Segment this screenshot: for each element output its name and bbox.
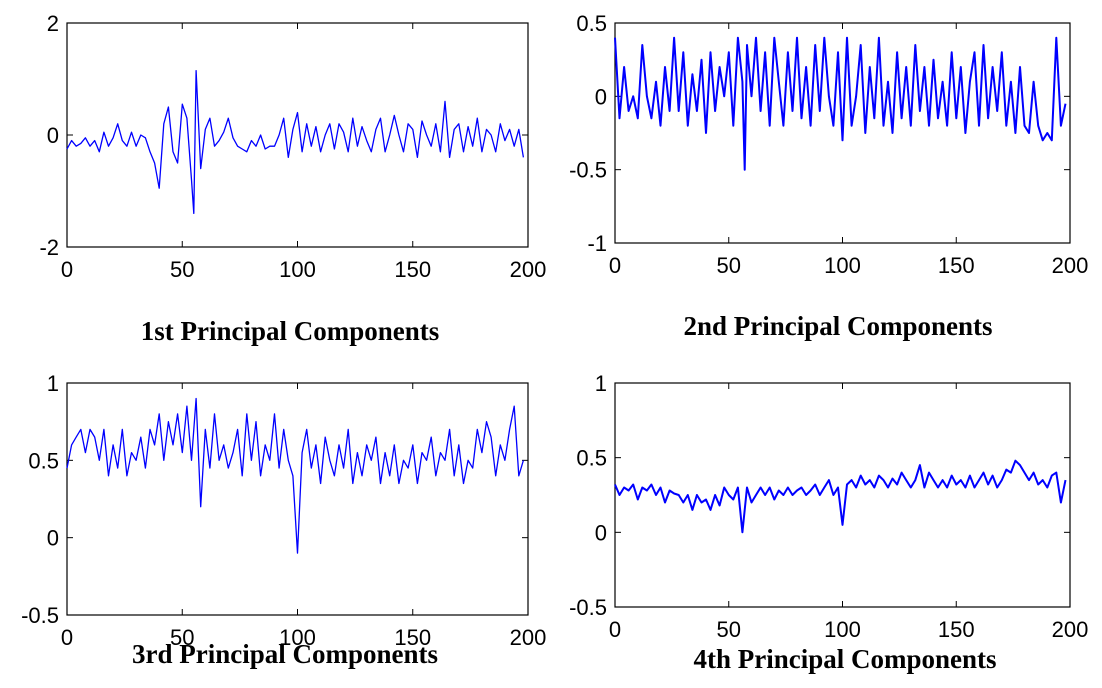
- y-tick-label: 0.5: [28, 448, 59, 473]
- x-tick-label: 200: [1052, 617, 1089, 642]
- series-line-1: [614, 459, 1067, 534]
- chart-title: 2nd Principal Components: [683, 311, 992, 341]
- y-tick-label: 0: [47, 526, 59, 551]
- chart-title: 4th Principal Components: [693, 644, 996, 674]
- x-tick-label: 200: [510, 625, 547, 650]
- y-tick-label: -2: [39, 235, 59, 260]
- y-tick-label: 0: [47, 123, 59, 148]
- x-tick-label: 100: [824, 617, 861, 642]
- x-tick-label: 0: [609, 253, 621, 278]
- chart-title: 3rd Principal Components: [132, 639, 438, 669]
- y-tick-label: 2: [47, 11, 59, 36]
- y-tick-label: 0: [595, 84, 607, 109]
- x-tick-label: 100: [279, 257, 316, 282]
- axes-box: [614, 382, 1071, 608]
- x-tick-label: 0: [61, 257, 73, 282]
- y-tick-label: -0.5: [21, 603, 59, 628]
- y-tick-label: 0.5: [576, 446, 607, 471]
- y-tick-label: -1: [587, 231, 607, 256]
- x-tick-label: 0: [61, 625, 73, 650]
- y-tick-label: 0: [595, 520, 607, 545]
- series-line-1: [614, 36, 1067, 171]
- x-tick-label: 50: [717, 617, 741, 642]
- x-tick-label: 0: [609, 617, 621, 642]
- axes-box: [66, 22, 529, 248]
- x-tick-label: 100: [824, 253, 861, 278]
- x-tick-label: 150: [394, 625, 431, 650]
- x-tick-label: 100: [279, 625, 316, 650]
- x-tick-label: 50: [170, 625, 194, 650]
- x-tick-label: 200: [510, 257, 547, 282]
- y-tick-label: 0.5: [576, 11, 607, 36]
- y-tick-label: 1: [595, 371, 607, 396]
- series-line-1: [66, 397, 525, 554]
- chart-panel-2: 0 50 100 150 200 -1 -0.5 0 0.5 2nd Principal Comp…: [569, 11, 1088, 341]
- x-tick-label: 150: [394, 257, 431, 282]
- x-tick-label: 50: [170, 257, 194, 282]
- x-tick-label: 150: [938, 253, 975, 278]
- x-tick-label: 50: [717, 253, 741, 278]
- x-tick-label: 150: [938, 617, 975, 642]
- chart-title: 1st Principal Components: [141, 316, 440, 346]
- y-tick-label: -0.5: [569, 595, 607, 620]
- y-tick-label: -0.5: [569, 158, 607, 183]
- x-tick-label: 200: [1052, 253, 1089, 278]
- y-tick-label: 1: [47, 371, 59, 396]
- series-line-1: [66, 69, 525, 215]
- axes-box: [66, 382, 529, 616]
